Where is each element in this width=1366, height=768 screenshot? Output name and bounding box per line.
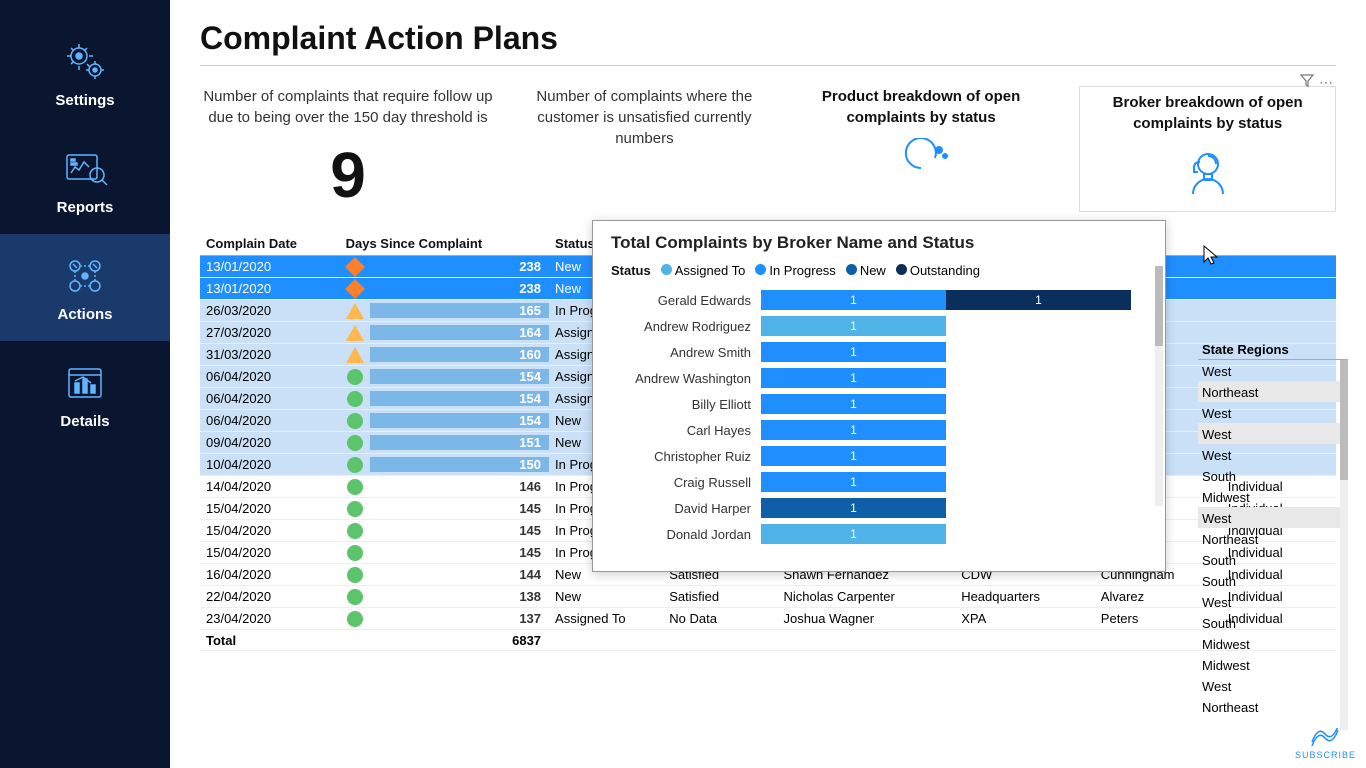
region-cell[interactable]: Midwest: [1198, 654, 1348, 675]
actions-icon: [61, 252, 109, 300]
page-title: Complaint Action Plans: [200, 20, 1336, 57]
chart-bar-label: Carl Hayes: [611, 423, 761, 438]
chart-bar-segment[interactable]: 1: [761, 498, 946, 518]
region-cell[interactable]: Midwest: [1198, 633, 1348, 654]
region-cell[interactable]: South: [1198, 612, 1348, 633]
metrics-row: Number of complaints that require follow…: [200, 86, 1336, 212]
metric-unsatisfied-title: Number of complaints where the customer …: [526, 86, 763, 149]
region-cell[interactable]: West: [1198, 423, 1348, 444]
regions-scrollbar[interactable]: [1340, 360, 1348, 730]
title-divider: [200, 65, 1336, 66]
chart-bar-segment[interactable]: 1: [761, 524, 946, 544]
settings-icon: [61, 38, 109, 86]
chart-bar-segment[interactable]: 1: [761, 368, 946, 388]
nav-details-label: Details: [60, 413, 109, 430]
regions-column: State Regions WestNortheastWestWestWestS…: [1198, 340, 1348, 717]
legend-item[interactable]: New: [846, 263, 886, 278]
chart-bar-row: Donald Jordan1: [611, 522, 1147, 546]
total-label: Total: [200, 630, 340, 651]
region-cell[interactable]: Northeast: [1198, 381, 1348, 402]
broker-icon: [1085, 144, 1330, 204]
chart-bar-label: Andrew Smith: [611, 345, 761, 360]
region-cell[interactable]: West: [1198, 402, 1348, 423]
metric-product-breakdown[interactable]: Product breakdown of open complaints by …: [793, 86, 1050, 212]
region-cell[interactable]: West: [1198, 591, 1348, 612]
region-cell[interactable]: South: [1198, 570, 1348, 591]
region-cell[interactable]: West: [1198, 360, 1348, 381]
chart-bar-segment[interactable]: 1: [946, 290, 1131, 310]
metric-unsatisfied: Number of complaints where the customer …: [526, 86, 763, 212]
more-icon[interactable]: ⋯: [1319, 74, 1335, 91]
chart-bar-label: Andrew Rodriguez: [611, 319, 761, 334]
chart-bar-segment[interactable]: 1: [761, 446, 946, 466]
chart-bar-segment[interactable]: 1: [761, 420, 946, 440]
th-type[interactable]: [1222, 232, 1336, 256]
chart-bar-segment[interactable]: 1: [761, 342, 946, 362]
chart-bar-label: Craig Russell: [611, 475, 761, 490]
reports-icon: [61, 145, 109, 193]
tooltip-title: Total Complaints by Broker Name and Stat…: [611, 233, 1147, 253]
chart-bar-segment[interactable]: 1: [761, 316, 946, 336]
nav-reports-label: Reports: [57, 199, 114, 216]
chart-bar-row: Andrew Smith1: [611, 340, 1147, 364]
chart-bar-label: Billy Elliott: [611, 397, 761, 412]
table-row[interactable]: 22/04/2020138NewSatisfiedNicholas Carpen…: [200, 586, 1336, 608]
regions-header[interactable]: State Regions: [1198, 340, 1348, 360]
cursor-icon: [1202, 244, 1220, 271]
chart-bar-segment[interactable]: 1: [761, 290, 946, 310]
tooltip-panel: Total Complaints by Broker Name and Stat…: [592, 220, 1166, 572]
metric-product-title: Product breakdown of open complaints by …: [793, 86, 1050, 128]
tooltip-scrollbar[interactable]: [1155, 266, 1163, 506]
th-date[interactable]: Complain Date: [200, 232, 340, 256]
chart-bar-row: Gerald Edwards11: [611, 288, 1147, 312]
details-icon: [61, 359, 109, 407]
subscribe-watermark: SUBSCRIBE: [1295, 728, 1356, 760]
legend-item[interactable]: Outstanding: [896, 263, 980, 278]
chart-bar-row: David Harper1: [611, 496, 1147, 520]
region-cell[interactable]: West: [1198, 507, 1348, 528]
th-days[interactable]: Days Since Complaint: [340, 232, 549, 256]
nav-settings[interactable]: Settings: [0, 20, 170, 127]
chart-bar-row: Carl Hayes1: [611, 418, 1147, 442]
metric-followup-title: Number of complaints that require follow…: [200, 86, 496, 128]
product-icon: [793, 138, 1050, 188]
tooltip-chart: Gerald Edwards11Andrew Rodriguez1Andrew …: [611, 288, 1147, 553]
metric-broker-title: Broker breakdown of open complaints by s…: [1085, 92, 1330, 134]
chart-bar-row: Andrew Washington1: [611, 366, 1147, 390]
nav-details[interactable]: Details: [0, 341, 170, 448]
chart-bar-segment[interactable]: 1: [761, 394, 946, 414]
legend-item[interactable]: Assigned To: [661, 263, 746, 278]
region-cell[interactable]: South: [1198, 465, 1348, 486]
metric-followup: Number of complaints that require follow…: [200, 86, 496, 212]
chart-bar-label: Christopher Ruiz: [611, 449, 761, 464]
chart-bar-row: Billy Elliott1: [611, 392, 1147, 416]
region-cell[interactable]: South: [1198, 549, 1348, 570]
chart-bar-label: Gerald Edwards: [611, 293, 761, 308]
sidebar: Settings Reports Actions: [0, 0, 170, 768]
nav-settings-label: Settings: [55, 92, 114, 109]
chart-bar-label: Andrew Washington: [611, 371, 761, 386]
chart-bar-row: Craig Russell1: [611, 470, 1147, 494]
chart-bar-label: Donald Jordan: [611, 527, 761, 542]
chart-bar-label: David Harper: [611, 501, 761, 516]
table-row[interactable]: 23/04/2020137Assigned ToNo DataJoshua Wa…: [200, 608, 1336, 630]
tooltip-legend: Status Assigned ToIn ProgressNewOutstand…: [611, 263, 1147, 278]
region-cell[interactable]: West: [1198, 675, 1348, 696]
region-cell[interactable]: Northeast: [1198, 696, 1348, 717]
region-cell[interactable]: West: [1198, 444, 1348, 465]
total-days: 6837: [340, 630, 549, 651]
region-cell[interactable]: Midwest: [1198, 486, 1348, 507]
nav-actions-label: Actions: [57, 306, 112, 323]
chart-bar-segment[interactable]: 1: [761, 472, 946, 492]
metric-followup-value: 9: [200, 138, 496, 212]
nav-actions[interactable]: Actions: [0, 234, 170, 341]
filter-icon[interactable]: [1299, 72, 1315, 93]
metric-broker-breakdown[interactable]: ⋯ Broker breakdown of open complaints by…: [1079, 86, 1336, 212]
chart-bar-row: Andrew Rodriguez1: [611, 314, 1147, 338]
table-total-row: Total 6837: [200, 630, 1336, 651]
legend-item[interactable]: In Progress: [755, 263, 835, 278]
chart-bar-row: Christopher Ruiz1: [611, 444, 1147, 468]
region-cell[interactable]: Northeast: [1198, 528, 1348, 549]
nav-reports[interactable]: Reports: [0, 127, 170, 234]
